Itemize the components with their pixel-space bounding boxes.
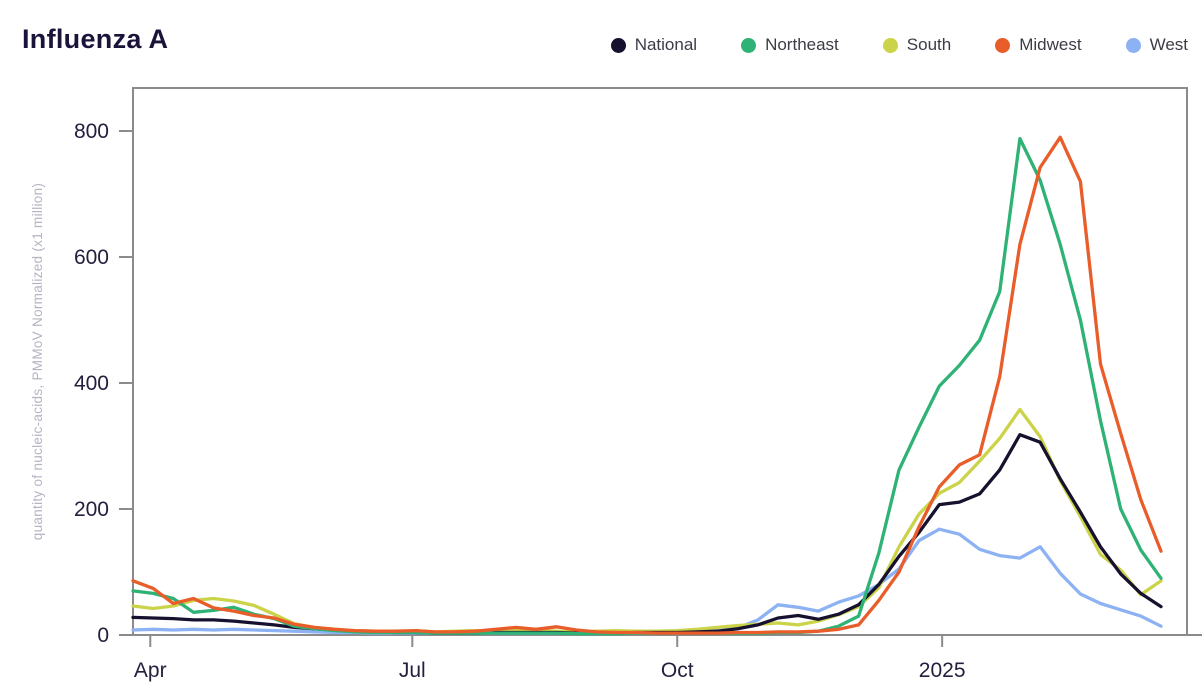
legend-item-northeast[interactable]: Northeast xyxy=(741,35,839,55)
legend-dot-northeast-icon xyxy=(741,37,757,53)
y-tick-label: 0 xyxy=(97,624,109,647)
legend-dot-south-icon xyxy=(882,37,898,53)
plot-hover-area[interactable] xyxy=(133,88,1187,635)
x-tick-label: Jul xyxy=(399,659,426,682)
legend-label-northeast: Northeast xyxy=(765,35,839,54)
y-tick-label: 200 xyxy=(74,498,109,521)
legend-item-midwest[interactable]: Midwest xyxy=(995,35,1082,55)
legend-label-national: National xyxy=(634,35,698,54)
y-tick-label: 800 xyxy=(74,120,109,143)
legend-dot-midwest-icon xyxy=(995,37,1011,53)
legend-label-south: South xyxy=(906,35,952,54)
x-tick-label: Oct xyxy=(661,659,694,682)
legend-label-midwest: Midwest xyxy=(1019,35,1082,54)
series-line-midwest xyxy=(131,135,1163,635)
y-tick-label: 600 xyxy=(74,246,109,269)
legend-label-west: West xyxy=(1149,35,1188,54)
x-tick-label: Apr xyxy=(134,659,167,682)
y-axis-title: quantity of nucleic-acids, PMMoV Normali… xyxy=(30,183,45,540)
legend-dot-west-icon xyxy=(1125,37,1141,53)
legend-item-national[interactable]: National xyxy=(610,35,698,55)
page-title: Influenza A xyxy=(22,24,169,54)
plot-border xyxy=(132,87,1188,636)
legend-item-south[interactable]: South xyxy=(882,35,952,55)
legend-dot-national-icon xyxy=(610,37,626,53)
y-tick-label: 400 xyxy=(74,372,109,395)
x-tick-label: 2025 xyxy=(919,659,966,682)
chart-legend: National Northeast South Midwest West xyxy=(610,0,1188,90)
legend-item-west[interactable]: West xyxy=(1125,35,1188,55)
